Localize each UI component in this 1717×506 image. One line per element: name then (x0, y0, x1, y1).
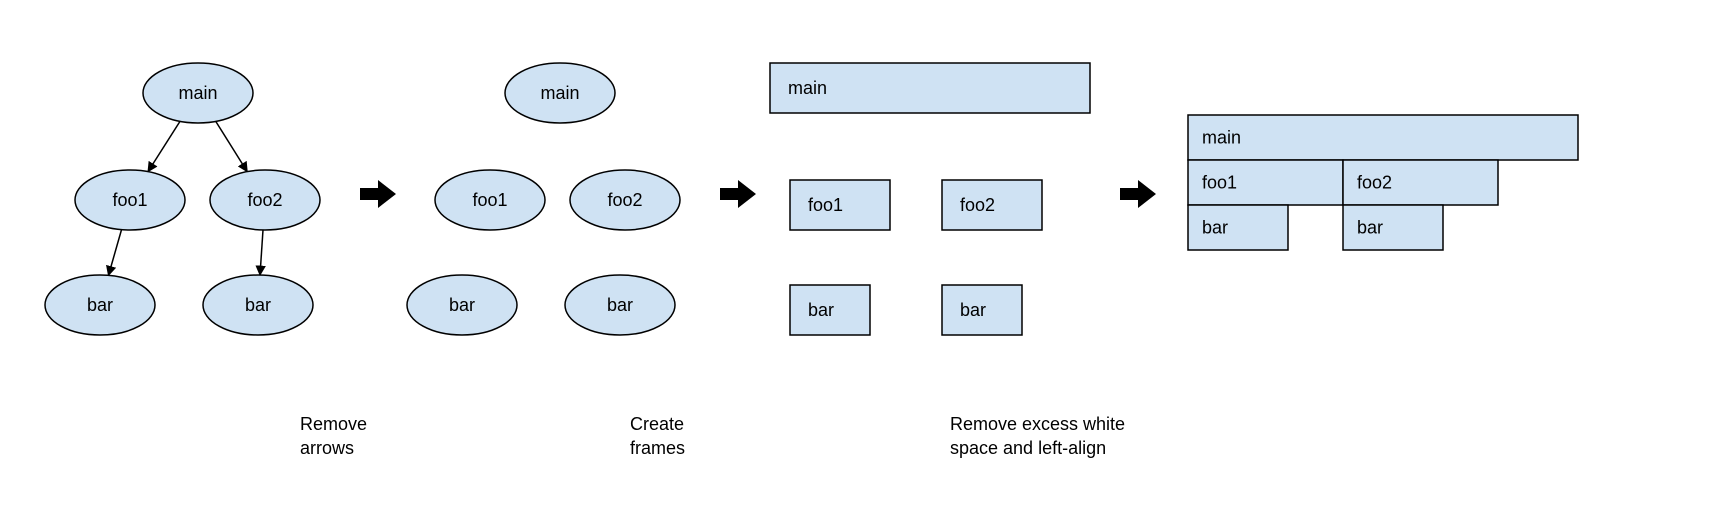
edge (148, 121, 180, 171)
frame-label-foo1: foo1 (808, 195, 843, 215)
node-label-main: main (178, 83, 217, 103)
diagram-canvas: mainfoo1foo2barbarmainfoo1foo2barbarmain… (0, 0, 1717, 506)
frame-label-foo2: foo2 (1357, 173, 1392, 193)
panel-compact: main foo1 foo2 bar bar (1188, 115, 1578, 250)
transition-arrow-icon (360, 180, 396, 208)
node-label-foo1: foo1 (112, 190, 147, 210)
frame-label-bar2: bar (1357, 218, 1383, 238)
panel-tree: main foo1 foo2 bar bar (45, 63, 320, 335)
node-label-bar1: bar (449, 295, 475, 315)
node-label-main: main (540, 83, 579, 103)
frame-label-bar2: bar (960, 300, 986, 320)
node-label-foo2: foo2 (607, 190, 642, 210)
transition-arrow-icon (720, 180, 756, 208)
panel-tree-no-edges: main foo1 foo2 bar bar (407, 63, 680, 335)
frame-label-foo2: foo2 (960, 195, 995, 215)
node-label-bar1: bar (87, 295, 113, 315)
caption-step1-line1: Remove (300, 414, 367, 434)
node-label-bar2: bar (245, 295, 271, 315)
caption-step1-line2: arrows (300, 438, 354, 458)
caption-step2-line2: frames (630, 438, 685, 458)
panel-frames: main foo1 foo2 bar bar (770, 63, 1090, 335)
node-label-bar2: bar (607, 295, 633, 315)
frame-main (1188, 115, 1578, 160)
node-label-foo1: foo1 (472, 190, 507, 210)
edge (260, 230, 263, 275)
frame-label-main: main (1202, 128, 1241, 148)
caption-step2-line1: Create (630, 414, 684, 434)
caption-step3-line1: Remove excess white (950, 414, 1125, 434)
caption-step3-line2: space and left-align (950, 438, 1106, 458)
edge (216, 121, 247, 171)
frame-label-bar1: bar (1202, 218, 1228, 238)
frame-label-bar1: bar (808, 300, 834, 320)
node-label-foo2: foo2 (247, 190, 282, 210)
transition-arrow-icon (1120, 180, 1156, 208)
frame-label-main: main (788, 78, 827, 98)
edge (108, 230, 121, 276)
frame-label-foo1: foo1 (1202, 173, 1237, 193)
